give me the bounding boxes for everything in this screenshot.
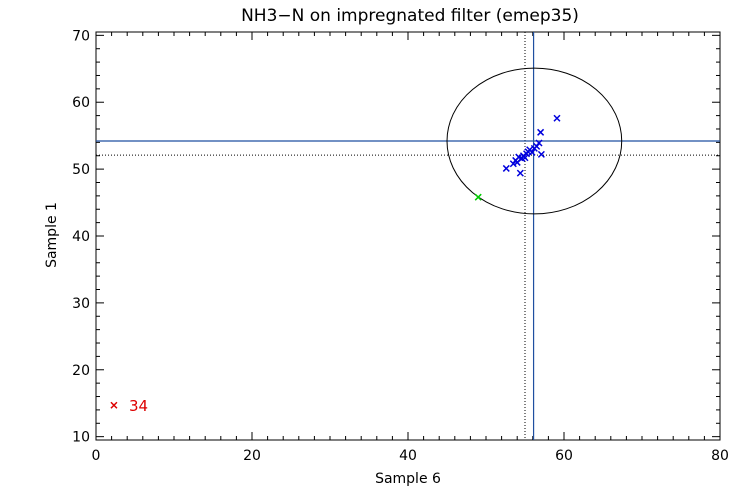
x-tick-label: 60 [555,448,573,464]
data-point-marker [528,148,536,156]
data-point-marker [535,139,543,147]
x-tick-label: 40 [399,448,417,464]
x-tick-label: 80 [711,448,729,464]
data-point-marker [474,193,482,201]
y-tick-label: 30 [72,296,90,312]
data-point-label: 34 [129,397,148,415]
y-tick-label: 60 [72,95,90,111]
data-point-marker [516,169,524,177]
confidence-ellipse [446,67,623,215]
y-tick-label: 20 [72,363,90,379]
data-point-marker [553,114,561,122]
data-point-marker [537,150,545,158]
data-point-marker [521,154,529,162]
y-tick-label: 70 [72,28,90,44]
data-point-marker [502,164,510,172]
plot-area: 0 20 40 60 80 10 20 30 40 50 60 70 34 [72,28,729,464]
x-tick-label: 0 [92,448,101,464]
data-point-marker [537,128,545,136]
plot-frame [95,31,721,441]
y-tick-label: 40 [72,229,90,245]
x-axis-label: Sample 6 [375,471,441,487]
data-point-marker [110,401,118,409]
y-tick-label: 10 [72,430,90,446]
y-axis-label: Sample 1 [44,202,60,268]
x-tick-label: 20 [243,448,261,464]
chart-title: NH3−N on impregnated filter (emep35) [241,6,579,26]
y-tick-label: 50 [72,162,90,178]
